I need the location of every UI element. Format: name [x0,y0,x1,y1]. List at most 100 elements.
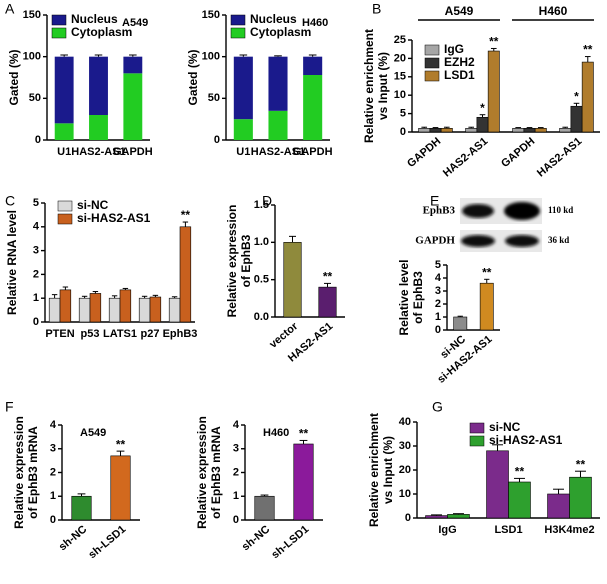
legend-swatch [424,57,440,69]
bar-segment [123,56,143,74]
legend-label: si-HAS2-AS1 [77,211,151,225]
y-tick-label: 0 [405,512,411,524]
y-tick-label: 3 [233,443,239,455]
y-axis-label: Relative expression [195,416,209,529]
bar [447,514,470,519]
y-tick-label: 100 [202,51,220,63]
blot-label: GAPDH [415,235,455,247]
y-tick-label: 3 [50,443,56,455]
legend-swatch [230,14,246,26]
y-tick-label: 150 [202,9,220,21]
bar [138,297,151,323]
y-tick-label: 5 [400,108,406,120]
bar-segment [303,75,323,140]
panel-label: D [262,193,272,209]
y-tick-label: 0 [435,324,441,336]
bar [119,289,132,323]
panel-label: B [372,1,381,17]
bar [293,443,314,521]
x-tick-label: GAPDH [293,146,333,158]
legend-swatch [51,27,67,39]
x-tick-label: PTEN [45,328,74,340]
bar [71,495,92,521]
blot-size: 110 kd [548,205,573,215]
x-tick-label: p27 [141,328,160,340]
y-tick-label: 5 [33,197,39,209]
bar [479,282,494,331]
legend-swatch [57,213,73,225]
legend-label: IgG [444,42,464,56]
y-tick-label: 1 [50,490,56,502]
x-tick-label: sh-NC [240,523,273,553]
bar-segment [268,56,288,111]
y-tick-label: 1.0 [254,236,269,248]
legend-label: Nucleus [71,12,118,26]
panel-label: E [430,193,439,209]
bar [465,128,478,133]
y-axis-label: of EphB3 mRNA [26,426,40,519]
bar [48,297,61,323]
significance-label: ** [515,465,525,479]
legend-label: LSD1 [444,68,475,82]
y-tick-label: 2 [50,466,56,478]
significance-label: ** [576,457,586,471]
y-tick-label: 100 [23,51,41,63]
panel-label: A [5,1,15,17]
legend-swatch [424,70,440,82]
y-axis-label: vs Input (%) [376,52,390,120]
bar [418,128,431,133]
y-tick-label: 4 [233,419,240,431]
x-tick-label: sh-LSD1 [86,523,128,561]
y-tick-label: 1 [435,311,441,323]
cell-line-label: H460 [302,17,328,29]
bar [569,476,592,519]
y-tick-label: 20 [394,52,406,64]
x-tick-label: HAS2-AS1 [441,135,490,179]
y-tick-label: 0 [233,514,239,526]
bar [110,455,131,521]
bar [440,128,453,133]
bar-segment [303,56,323,75]
y-tick-label: 1 [233,490,239,502]
bar [425,515,448,519]
x-tick-label: U1 [57,146,71,158]
legend-swatch [51,14,67,26]
y-tick-label: 15 [394,71,406,83]
panel-label: C [5,193,15,209]
bar [512,128,525,133]
x-tick-label: sh-NC [57,523,90,553]
y-tick-label: 2 [233,466,239,478]
y-tick-label: 30 [399,440,411,452]
y-axis-label: Relative level [397,259,411,335]
bar [254,495,275,521]
bar [283,242,302,318]
y-tick-label: 3 [33,245,39,257]
legend-label: EZH2 [444,55,475,69]
bar [523,128,536,133]
x-tick-label: EphB3 [163,328,198,340]
x-tick-label: p53 [81,328,100,340]
x-tick-label: LSD1 [494,524,522,536]
blot-band [461,235,495,247]
western-blot: EphB3 GAPDH 110 kd 36 kd [415,198,573,252]
significance-label: * [480,101,485,115]
x-tick-label: GAPDH [405,135,443,170]
blot-band [505,235,539,247]
legend-label: si-NC [489,420,521,434]
significance-label: ** [489,35,499,49]
bar [149,296,162,323]
x-tick-label: sh-LSD1 [269,523,311,561]
blot-band [504,202,540,220]
blot-size: 36 kd [548,235,569,245]
bar [486,450,509,519]
y-tick-label: 4 [50,419,57,431]
legend-label: Cytoplasm [250,25,311,39]
significance-label: ** [482,265,492,279]
y-tick-label: 0.5 [254,274,269,286]
x-tick-label: HAS2-AS1 [251,146,305,158]
legend-swatch [230,27,246,39]
y-tick-label: 1 [33,292,39,304]
bar [108,297,121,323]
bar [508,481,531,519]
panel-label: F [5,399,14,415]
